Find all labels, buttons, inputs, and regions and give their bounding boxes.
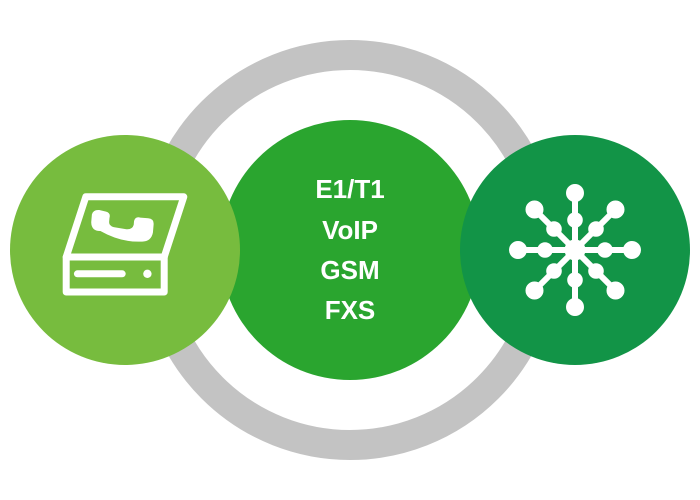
right-circle [460, 135, 690, 365]
voicemail-drive-icon [55, 180, 195, 320]
protocol-item: E1/T1 [315, 169, 384, 209]
protocol-item: GSM [315, 250, 384, 290]
left-circle [10, 135, 240, 365]
protocol-item: FXS [315, 290, 384, 330]
diagram-stage: E1/T1VoIPGSMFXS [0, 0, 700, 500]
protocol-list: E1/T1VoIPGSMFXS [315, 169, 384, 330]
network-hub-icon [500, 175, 650, 325]
protocol-item: VoIP [315, 210, 384, 250]
center-circle: E1/T1VoIPGSMFXS [220, 120, 480, 380]
